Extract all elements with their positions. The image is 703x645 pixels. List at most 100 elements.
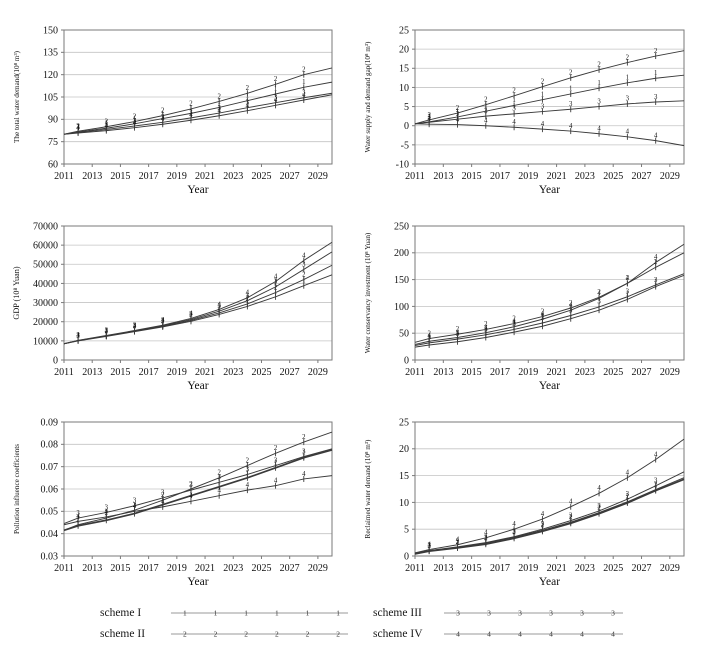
svg-text:4: 4 [246,482,250,489]
svg-text:4: 4 [217,488,221,495]
svg-text:2029: 2029 [660,367,680,378]
svg-text:10: 10 [399,83,409,94]
svg-text:Reclaimed water demand (10⁸ m³: Reclaimed water demand (10⁸ m³) [364,439,372,538]
svg-text:4: 4 [274,477,278,484]
svg-text:2027: 2027 [632,563,652,574]
svg-text:4: 4 [456,537,460,544]
svg-text:2: 2 [597,62,601,69]
svg-text:4: 4 [105,509,109,516]
svg-text:2: 2 [274,76,278,83]
svg-text:3: 3 [189,311,193,318]
svg-text:1: 1 [105,120,108,127]
legend-item-scheme-4: scheme IV 4 4 4 4 4 4 [373,623,703,644]
svg-text:1: 1 [302,79,305,86]
svg-text:Water conservancy investment (: Water conservancy investment (10⁸ Yuan) [364,232,372,353]
svg-text:-5: -5 [401,140,409,151]
svg-text:2: 2 [105,119,109,126]
svg-text:2023: 2023 [223,367,243,378]
svg-text:Year: Year [539,380,560,392]
svg-text:20: 20 [399,444,409,455]
svg-text:2021: 2021 [195,171,215,182]
svg-text:2: 2 [246,85,250,92]
svg-text:2023: 2023 [575,367,595,378]
svg-text:120: 120 [43,70,58,81]
chart-supply-demand-gap: -10 -5 0 5 10 15 20 25 2011 2013 2015 2017 2019 2021 2… [351,12,703,208]
svg-text:2: 2 [217,470,221,477]
svg-text:2: 2 [189,101,193,108]
svg-text:4: 4 [484,530,488,537]
svg-text:2013: 2013 [433,367,453,378]
svg-text:4: 4 [217,108,221,115]
chart-water-conservancy-investment: 0 50 100 150 200 250 2011 2013 2015 2017 2019 2021 2… [351,208,703,404]
svg-text:3: 3 [569,512,573,519]
svg-text:2: 2 [541,522,545,529]
svg-text:GDP (10⁸ Yuan): GDP (10⁸ Yuan) [12,266,21,319]
svg-text:4: 4 [611,629,615,638]
svg-text:2025: 2025 [603,563,623,574]
svg-text:3: 3 [274,94,278,101]
chart-gdp: 0 10000 20000 30000 40000 50000 60000 70000 2011… [0,208,351,404]
svg-text:0.07: 0.07 [41,462,59,473]
svg-text:4: 4 [161,317,165,324]
svg-text:2: 2 [76,332,80,339]
svg-text:4: 4 [569,498,573,505]
svg-text:2025: 2025 [603,171,623,182]
svg-text:4: 4 [246,102,250,109]
svg-text:2023: 2023 [223,171,243,182]
svg-text:3: 3 [105,121,109,128]
legend-line-scheme-3: 3 3 3 3 3 3 [444,608,623,617]
svg-text:3: 3 [217,105,221,112]
svg-text:4: 4 [246,290,250,297]
svg-text:1: 1 [336,608,340,617]
svg-text:2029: 2029 [660,171,680,182]
svg-text:Year: Year [187,576,208,588]
svg-text:4: 4 [569,123,573,130]
svg-text:4: 4 [189,493,193,500]
svg-text:4: 4 [512,119,516,126]
svg-text:1: 1 [302,450,305,457]
svg-text:3: 3 [626,289,630,296]
svg-text:1: 1 [427,543,430,550]
svg-text:2015: 2015 [462,367,482,378]
svg-text:1: 1 [214,608,218,617]
svg-text:2013: 2013 [82,171,102,182]
chart-total-water-demand: 60 75 90 105 120 135 150 2011 2013 2015 2017 2019 20… [0,12,351,208]
svg-text:150: 150 [394,275,409,286]
svg-text:3: 3 [105,328,109,335]
svg-text:3: 3 [302,90,306,97]
svg-text:2019: 2019 [167,171,187,182]
svg-text:2: 2 [654,48,658,55]
svg-text:3: 3 [626,491,630,498]
svg-text:2: 2 [274,445,278,452]
legend-right-column: scheme III 3 3 3 3 3 3 scheme IV 4 4 4 4 4 4 [351,602,703,644]
svg-text:2: 2 [105,328,109,335]
chart-pollution-coefficients-plot: 0.03 0.04 0.05 0.06 0.07 0.08 0.09 2011 2013 2015… [13,417,333,588]
svg-text:3: 3 [569,101,573,108]
svg-text:60000: 60000 [33,241,58,252]
svg-text:2: 2 [484,96,488,103]
svg-text:0.06: 0.06 [41,484,59,495]
svg-text:2027: 2027 [632,171,652,182]
svg-text:4: 4 [133,322,137,329]
svg-text:2: 2 [484,321,488,328]
legend-label-scheme-4: scheme IV [373,627,423,640]
svg-text:3: 3 [456,111,460,118]
svg-text:Pollution influence coefficien: Pollution influence coefficients [13,444,21,534]
svg-text:1: 1 [244,608,248,617]
svg-text:2: 2 [302,271,306,278]
svg-text:4: 4 [302,471,306,478]
svg-text:4: 4 [541,121,545,128]
svg-text:1: 1 [76,333,79,340]
svg-text:0.08: 0.08 [41,440,59,451]
chart-water-conservancy-investment-plot: 0 50 100 150 200 250 2011 2013 2015 2017 2019 2021 2… [364,221,685,392]
svg-text:2: 2 [133,113,137,120]
svg-text:2: 2 [76,123,80,130]
svg-text:3: 3 [541,521,545,528]
svg-text:2017: 2017 [139,171,159,182]
svg-text:2029: 2029 [308,171,328,182]
svg-text:2021: 2021 [195,367,215,378]
svg-text:2: 2 [427,542,431,549]
svg-text:4: 4 [626,129,630,136]
svg-text:2: 2 [336,629,340,638]
